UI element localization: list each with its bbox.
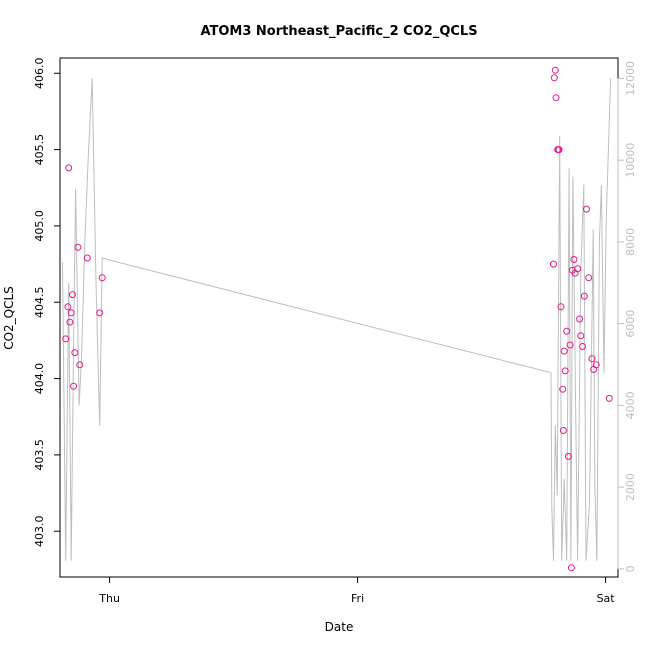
data-point xyxy=(560,347,568,355)
data-point xyxy=(98,274,106,282)
data-point xyxy=(580,292,588,300)
data-point xyxy=(563,327,571,335)
data-point xyxy=(96,309,104,317)
data-point xyxy=(567,564,575,572)
data-point xyxy=(550,74,558,82)
altitude-series xyxy=(62,78,612,561)
data-point xyxy=(583,205,590,213)
data-point xyxy=(570,256,578,263)
data-point xyxy=(559,385,567,393)
altitude-line xyxy=(62,78,612,561)
y2-tick-label: 12000 xyxy=(624,61,637,96)
chart-title: ATOM3 Northeast_Pacific_2 CO2_QCLS xyxy=(200,24,477,39)
data-point xyxy=(70,382,78,390)
data-point xyxy=(550,260,557,268)
data-point xyxy=(576,315,584,323)
data-point xyxy=(67,309,75,317)
data-point xyxy=(74,243,82,251)
data-point xyxy=(588,355,596,363)
y-axis: 403.0 403.5 404.0 404.5 405.0 405.5 406.0 xyxy=(33,58,61,547)
y-tick-label: 403.5 xyxy=(33,439,46,471)
plot-frame xyxy=(59,57,619,578)
x-axis: Thu Fri Sat xyxy=(98,576,616,605)
data-point xyxy=(66,318,74,326)
data-point xyxy=(605,394,613,402)
y-tick-label: 404.5 xyxy=(33,286,46,318)
y-tick-label: 404.0 xyxy=(33,363,46,395)
data-point xyxy=(579,343,586,350)
data-point xyxy=(83,254,91,262)
y2-tick-label: 2000 xyxy=(624,473,637,501)
data-point xyxy=(551,66,559,74)
data-point xyxy=(76,361,84,369)
x-tick-label: Fri xyxy=(351,592,364,605)
data-point xyxy=(62,335,70,343)
data-point xyxy=(71,349,79,357)
y-axis-label: CO2_QCLS xyxy=(2,286,16,350)
data-point xyxy=(585,274,593,282)
x-tick-label: Thu xyxy=(98,592,120,605)
x-axis-label: Date xyxy=(325,620,354,634)
data-point xyxy=(68,291,76,299)
data-point xyxy=(555,146,563,154)
data-point xyxy=(64,303,72,311)
y-tick-label: 405.5 xyxy=(33,134,46,166)
data-point xyxy=(557,303,565,311)
y2-tick-label: 4000 xyxy=(624,391,637,419)
y-tick-label: 406.0 xyxy=(33,58,46,90)
data-point xyxy=(564,452,572,460)
co2-series xyxy=(62,66,613,572)
data-point xyxy=(574,265,582,273)
y-tick-label: 403.0 xyxy=(33,515,46,547)
y2-tick-label: 10000 xyxy=(624,143,637,178)
y2-tick-label: 6000 xyxy=(624,310,637,338)
y-tick-label: 405.0 xyxy=(33,210,46,242)
data-point xyxy=(561,367,569,375)
data-point xyxy=(559,427,567,434)
x-tick-label: Sat xyxy=(597,592,616,605)
data-point xyxy=(577,332,585,340)
data-point xyxy=(552,94,560,102)
data-point xyxy=(65,164,73,172)
data-point xyxy=(592,361,600,369)
y2-tick-label: 0 xyxy=(624,565,637,572)
y2-axis: 0 2000 4000 6000 8000 10000 12000 xyxy=(617,61,637,572)
data-point xyxy=(566,341,574,349)
y2-tick-label: 8000 xyxy=(624,228,637,256)
